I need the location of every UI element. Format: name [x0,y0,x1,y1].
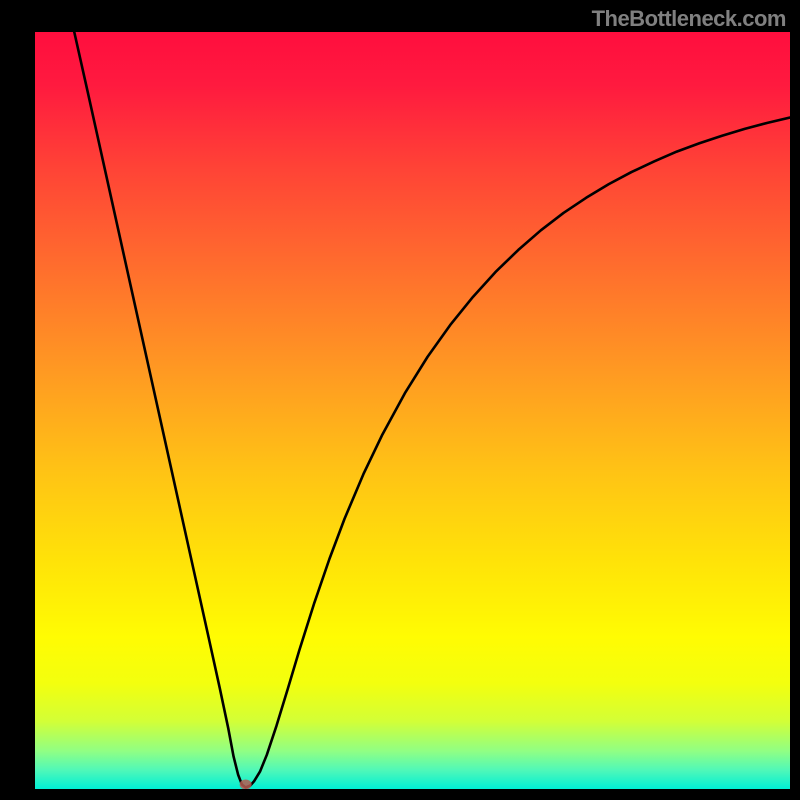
source-watermark: TheBottleneck.com [592,6,786,32]
chart-plot-area [35,32,790,789]
chart-background [35,32,790,789]
chart-outer-frame: TheBottleneck.com [0,0,800,800]
bottleneck-curve-chart [35,32,790,789]
optimum-marker [240,779,252,789]
